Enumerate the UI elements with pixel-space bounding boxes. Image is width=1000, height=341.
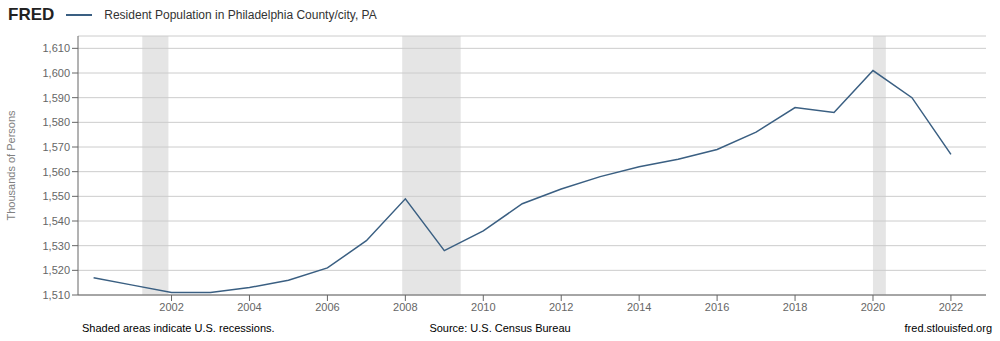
svg-text:1,530: 1,530: [42, 240, 70, 252]
svg-text:2006: 2006: [315, 301, 339, 313]
svg-text:2008: 2008: [393, 301, 417, 313]
svg-text:1,580: 1,580: [42, 116, 70, 128]
svg-text:2004: 2004: [237, 301, 261, 313]
svg-text:1,510: 1,510: [42, 289, 70, 301]
svg-text:1,540: 1,540: [42, 215, 70, 227]
svg-text:2016: 2016: [705, 301, 729, 313]
svg-text:2020: 2020: [861, 301, 885, 313]
svg-text:1,600: 1,600: [42, 67, 70, 79]
html-text:FRED: FRED: [8, 5, 55, 24]
svg-text:2010: 2010: [471, 301, 495, 313]
svg-text:1,560: 1,560: [42, 166, 70, 178]
svg-text:2018: 2018: [783, 301, 807, 313]
svg-text:1,520: 1,520: [42, 264, 70, 276]
html-text:Shaded areas indicate U.S. rec: Shaded areas indicate U.S. recessions.: [82, 322, 275, 334]
svg-text:2012: 2012: [549, 301, 573, 313]
svg-text:2014: 2014: [627, 301, 651, 313]
html-text:fred.stlouisfed.org: fred.stlouisfed.org: [904, 322, 992, 334]
svg-text:1,570: 1,570: [42, 141, 70, 153]
svg-text:1,590: 1,590: [42, 92, 70, 104]
html-text:Source: U.S. Census Bureau: Source: U.S. Census Bureau: [429, 322, 571, 334]
svg-text:1,550: 1,550: [42, 190, 70, 202]
svg-text:2022: 2022: [939, 301, 963, 313]
html-text:Resident Population in Philade: Resident Population in Philadelphia Coun…: [104, 8, 377, 22]
svg-text:1,610: 1,610: [42, 42, 70, 54]
svg-text:Thousands of Persons: Thousands of Persons: [8, 110, 17, 221]
svg-text:2002: 2002: [159, 301, 183, 313]
